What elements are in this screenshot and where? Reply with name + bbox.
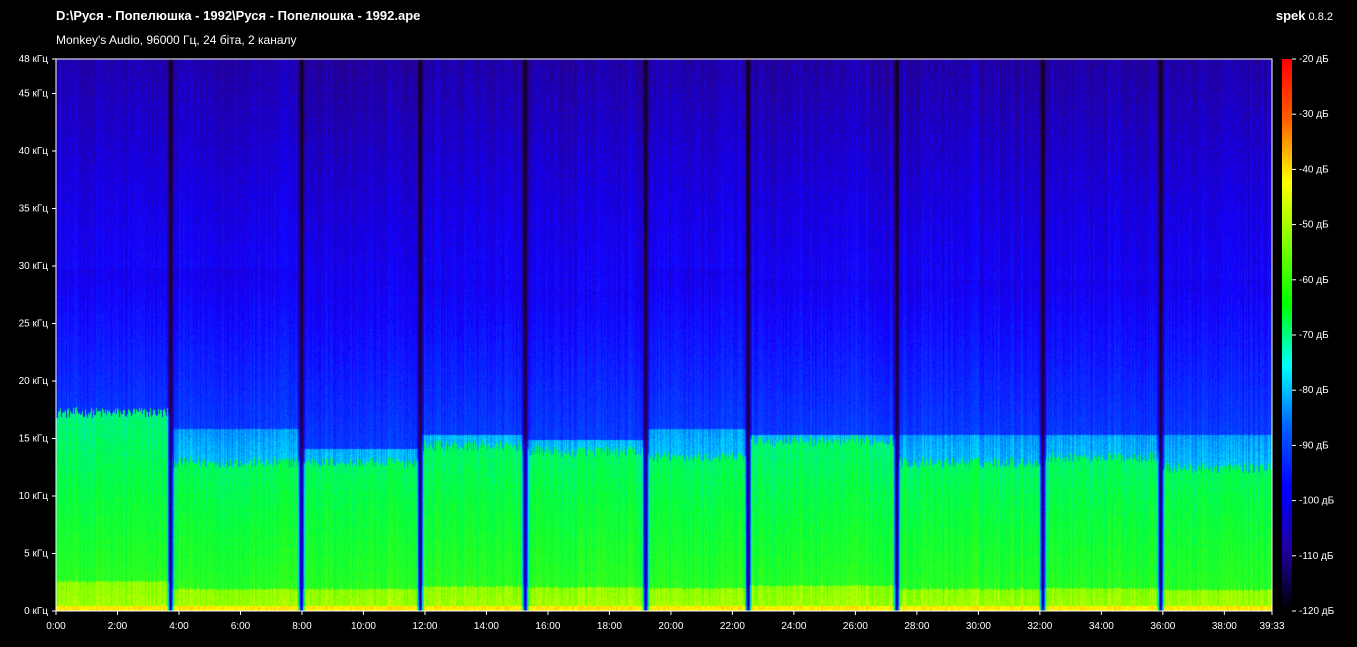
freq-tick-label: 15 кГц (19, 434, 49, 445)
db-tick-label: -60 дБ (1299, 275, 1329, 286)
time-tick-label: 2:00 (108, 621, 128, 632)
db-tick-label: -20 дБ (1299, 54, 1329, 65)
freq-tick-label: 20 кГц (19, 376, 49, 387)
freq-tick-label: 48 кГц (19, 54, 49, 65)
frequency-axis: 0 кГц 5 кГц 10 кГц 15 кГц 20 кГц 25 кГц 30 кГц… (19, 54, 56, 617)
time-tick-label: 38:00 (1212, 621, 1237, 632)
time-tick-label: 26:00 (843, 621, 868, 632)
freq-tick-label: 45 кГц (19, 89, 49, 100)
spectrogram-frame (55, 58, 1273, 612)
freq-tick-label: 25 кГц (19, 319, 49, 330)
file-path-title: D:\Руся - Попелюшка - 1992\Руся - Попелю… (56, 8, 421, 23)
time-tick-label: 24:00 (781, 621, 806, 632)
db-tick-label: -40 дБ (1299, 164, 1329, 175)
freq-tick-label: 5 кГц (24, 549, 48, 560)
time-tick-label: 14:00 (474, 621, 499, 632)
time-axis: 0:00 2:00 4:00 6:00 8:00 10:00 12:00 14:00 16:00… (46, 611, 1285, 632)
time-tick-label: 28:00 (904, 621, 929, 632)
time-tick-label: 36:00 (1150, 621, 1175, 632)
db-tick-label: -100 дБ (1299, 496, 1335, 507)
app-version: 0.8.2 (1308, 11, 1333, 23)
time-tick-label: 6:00 (231, 621, 251, 632)
time-tick-label: 18:00 (597, 621, 622, 632)
spectrogram-canvas[interactable] (56, 59, 1272, 611)
freq-tick-label: 30 кГц (19, 261, 49, 272)
time-tick-label: 22:00 (720, 621, 745, 632)
time-tick-label: 30:00 (966, 621, 991, 632)
time-tick-label: 4:00 (169, 621, 189, 632)
app-name: spek (1275, 8, 1306, 23)
db-tick-label: -70 дБ (1299, 330, 1329, 341)
time-tick-label: 16:00 (535, 621, 560, 632)
db-axis: -20 дБ -30 дБ -40 дБ -50 дБ -60 дБ -70 дБ -80 … (1292, 54, 1335, 617)
db-color-scale (1282, 59, 1292, 611)
freq-tick-label: 40 кГц (19, 146, 49, 157)
time-tick-label: 39:33 (1259, 621, 1284, 632)
time-tick-label: 12:00 (412, 621, 437, 632)
db-tick-label: -50 дБ (1299, 220, 1329, 231)
freq-tick-label: 10 кГц (19, 491, 49, 502)
time-tick-label: 10:00 (351, 621, 376, 632)
time-tick-label: 20:00 (658, 621, 683, 632)
db-tick-label: -110 дБ (1299, 551, 1334, 562)
db-tick-label: -90 дБ (1299, 440, 1329, 451)
db-tick-label: -80 дБ (1299, 385, 1329, 396)
db-tick-label: -120 дБ (1299, 606, 1335, 617)
app-brand: spek 0.8.2 (1276, 8, 1333, 23)
time-tick-label: 32:00 (1027, 621, 1052, 632)
time-tick-label: 8:00 (292, 621, 312, 632)
audio-info: Monkey's Audio, 96000 Гц, 24 біта, 2 кан… (56, 33, 297, 47)
freq-tick-label: 35 кГц (19, 204, 49, 215)
time-tick-label: 0:00 (46, 621, 66, 632)
db-tick-label: -30 дБ (1299, 109, 1329, 120)
time-tick-label: 34:00 (1089, 621, 1114, 632)
freq-tick-label: 0 кГц (24, 606, 48, 617)
